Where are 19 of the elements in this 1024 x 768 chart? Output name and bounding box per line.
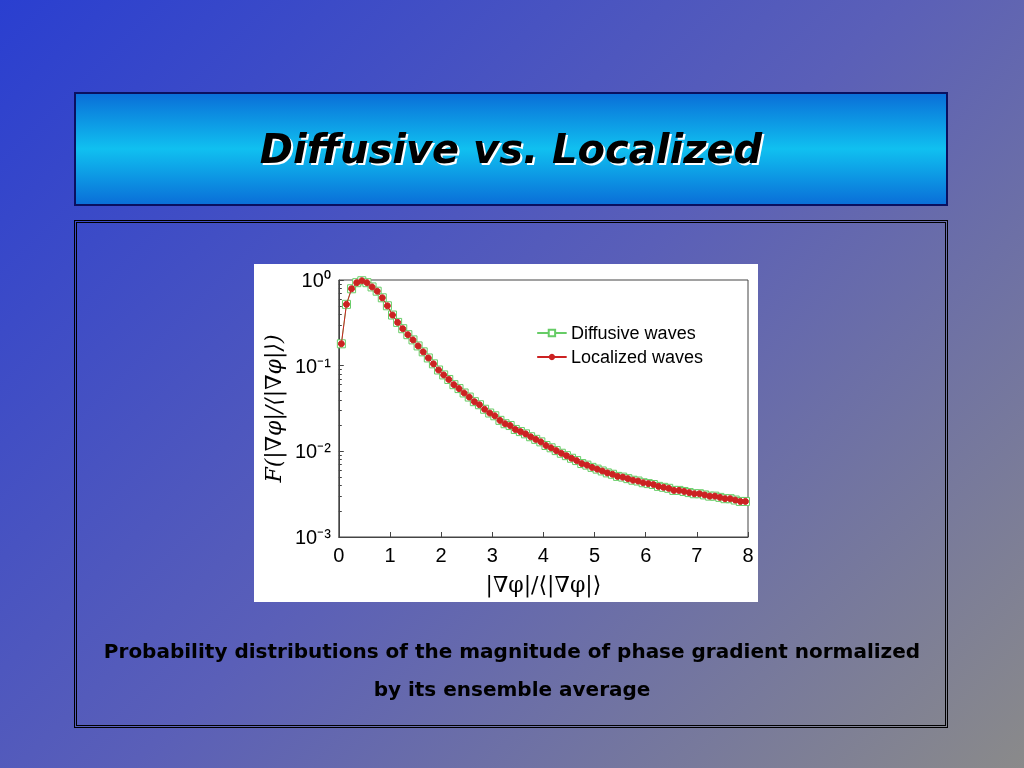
legend-label: Localized waves (570, 347, 703, 367)
y-tick-label: 10⁰ (301, 269, 331, 291)
y-axis-title: F(|∇φ|/⟨|∇φ|⟩) (260, 334, 287, 484)
x-axis-title: |∇φ|/⟨|∇φ|⟩ (485, 571, 602, 598)
legend-label: Diffusive waves (570, 323, 696, 343)
x-tick-label: 5 (588, 544, 601, 566)
x-tick-label: 4 (537, 544, 549, 566)
y-tick-label: 10⁻¹ (294, 354, 332, 377)
x-tick-label: 2 (435, 544, 447, 566)
text: Probability distributions of the magnitude of phase gradient normalized by its ensemble average (102, 638, 922, 703)
y-tick-label: 10⁻³ (294, 526, 332, 548)
x-tick-label: 1 (384, 544, 396, 566)
chart-title: Diffusive vs. Localized (259, 126, 763, 172)
x-tick-label: 8 (742, 544, 754, 566)
x-tick-label: 6 (640, 544, 652, 566)
x-tick-label: 3 (486, 544, 498, 566)
x-tick-label: 0 (333, 544, 345, 566)
y-tick-label: 10⁻² (294, 440, 332, 463)
x-tick-label: 7 (691, 544, 703, 566)
